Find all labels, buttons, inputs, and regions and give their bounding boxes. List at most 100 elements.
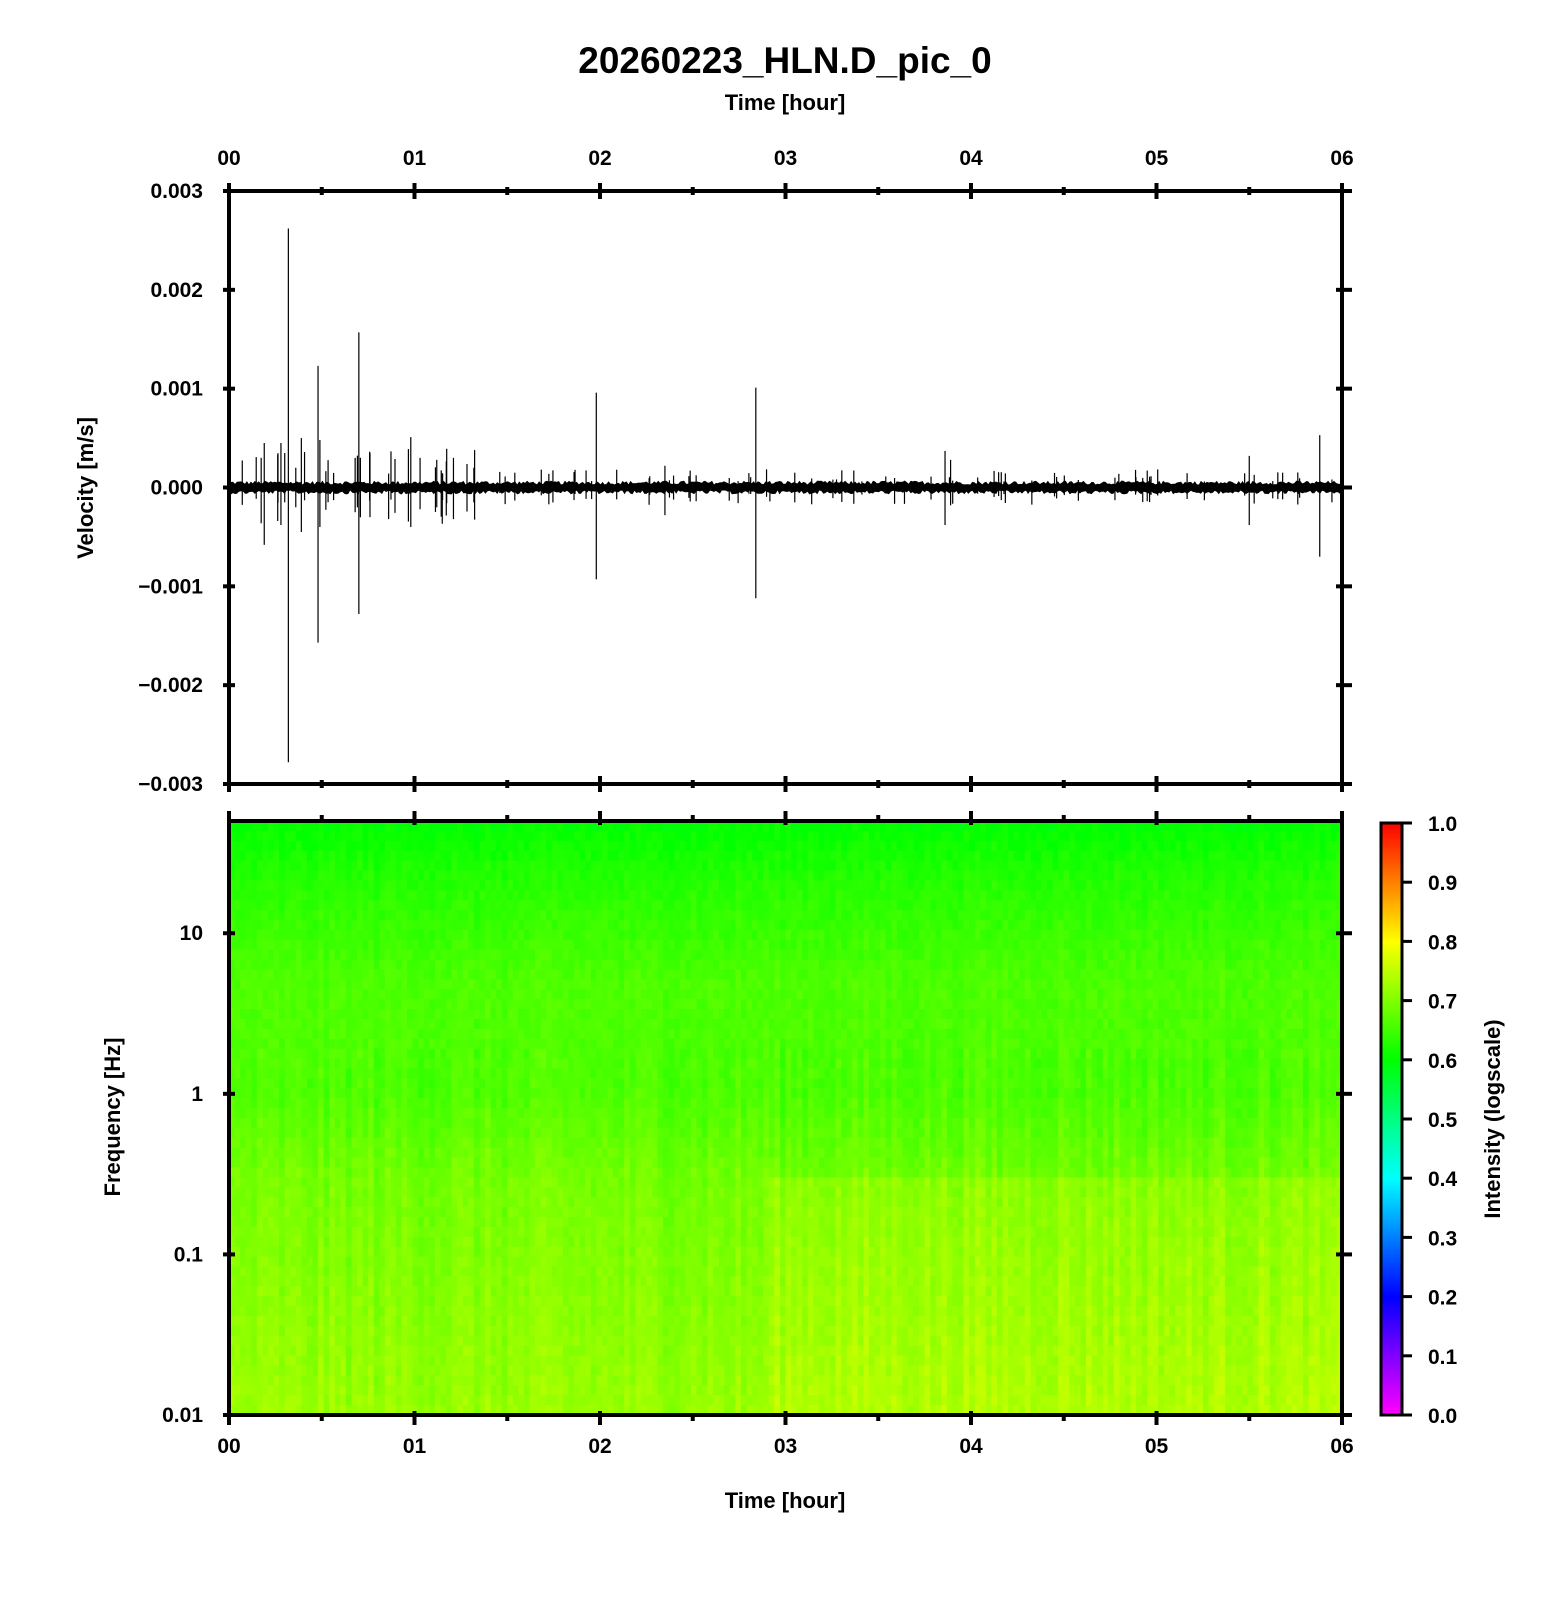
spectrogram-cell (267, 979, 275, 990)
spectrogram-cell (752, 920, 759, 931)
spectrogram-cell (1074, 949, 1082, 961)
spectrogram-cell (779, 1038, 787, 1050)
spectrogram-cell (1247, 1048, 1254, 1060)
spectrogram-cell (791, 840, 798, 852)
spectrogram-cell (746, 860, 753, 872)
spectrogram-cell (240, 1009, 247, 1020)
spectrogram-cell (229, 1019, 236, 1030)
spectrogram-cell (368, 920, 375, 931)
spectrogram-cell (1291, 890, 1299, 901)
spectrogram-cell (284, 939, 291, 951)
spectrogram-cell (301, 929, 308, 941)
spectrogram-cell (279, 821, 286, 832)
spectrogram-cell (379, 910, 386, 921)
spectrogram-cell (546, 1019, 553, 1030)
spectrogram-cell (523, 821, 531, 832)
spectrogram-cell (1108, 989, 1115, 1000)
spectrogram-cell (1091, 900, 1098, 911)
spectrogram-cell (807, 910, 814, 921)
spectrogram-cell (1058, 939, 1065, 951)
spectrogram-cell (462, 900, 469, 911)
spectrogram-cell (674, 999, 681, 1010)
spectrogram-cell (958, 910, 965, 921)
spectrogram-cell (1158, 830, 1165, 842)
spectrogram-cell (1325, 880, 1332, 891)
spectrogram-cell (919, 860, 926, 872)
spectrogram-cell (774, 1028, 781, 1040)
spectrogram-cell (1264, 949, 1271, 961)
spectrogram-cell (1152, 890, 1159, 901)
spectrogram-cell (746, 989, 753, 1000)
spectrogram-cell (1325, 1048, 1332, 1060)
spectrogram-cell (1208, 989, 1215, 1000)
spectrogram-cell (980, 840, 987, 852)
spectrogram-cell (1091, 969, 1098, 980)
spectrogram-cell (451, 840, 458, 852)
spectrogram-cell (351, 890, 358, 901)
spectrogram-cell (696, 910, 703, 921)
spectrogram-cell (1147, 929, 1154, 941)
spectrogram-cell (824, 910, 831, 921)
spectrogram-cell (384, 939, 391, 951)
spectrogram-cell (329, 860, 336, 872)
spectrogram-cell (351, 989, 358, 1000)
spectrogram-cell (1241, 880, 1248, 891)
spectrogram-cell (1097, 880, 1104, 891)
spectrogram-cell (1086, 979, 1093, 990)
spectrogram-cell (958, 929, 965, 941)
spectrogram-cell (690, 989, 698, 1000)
spectrogram-cell (1264, 910, 1271, 921)
spectrogram-cell (407, 860, 414, 872)
spectrogram-cell (1097, 939, 1104, 951)
spectrogram-cell (802, 830, 809, 842)
spectrogram-cell (384, 900, 391, 911)
spectrogram-cell (579, 979, 586, 990)
spectrogram-cell (390, 900, 397, 911)
spectrogram-cell (713, 929, 720, 941)
spectrogram-cell (690, 969, 698, 980)
spectrogram-cell (674, 830, 681, 842)
spectrogram-cell (457, 969, 464, 980)
spectrogram-cell (357, 939, 364, 951)
spectrogram-cell (384, 821, 391, 832)
spectrogram-cell (446, 870, 453, 881)
spectrogram-cell (835, 959, 842, 971)
spectrogram-cell (807, 1048, 814, 1060)
spectrogram-cell (440, 860, 447, 872)
spectrogram-cell (690, 1048, 698, 1060)
spectrogram-cell (484, 959, 492, 971)
spectrogram-cell (273, 999, 280, 1010)
spectrogram-cell (1119, 910, 1126, 921)
spectrogram-cell (729, 1009, 737, 1020)
spectrogram-cell (991, 900, 998, 911)
spectrogram-cell (930, 979, 937, 990)
spectrogram-cell (1169, 979, 1176, 990)
spectrogram-cell (501, 1019, 508, 1030)
spectrogram-cell (902, 979, 909, 990)
spectrogram-cell (1102, 989, 1109, 1000)
spectrogram-cell (1097, 900, 1104, 911)
spectrogram-cell (690, 979, 698, 990)
spectrogram-cell (234, 830, 241, 842)
spectrogram-cell (1252, 1038, 1260, 1050)
spectrogram-cell (1152, 840, 1159, 852)
spectrogram-cell (935, 1028, 942, 1040)
spectrogram-cell (763, 850, 770, 862)
spectrogram-cell (1091, 949, 1098, 961)
spectrogram-cell (523, 1009, 531, 1020)
spectrogram-cell (1119, 1009, 1126, 1020)
spectrogram-cell (1330, 1019, 1338, 1030)
spectrogram-cell (496, 890, 503, 901)
spectrogram-cell (229, 1048, 236, 1060)
spectrogram-cell (1124, 830, 1132, 842)
spectrogram-cell (991, 1019, 998, 1030)
spectrogram-cell (518, 890, 525, 901)
spectrogram-cell (1119, 830, 1126, 842)
spectrogram-cell (657, 880, 664, 891)
spectrogram-cell (740, 979, 748, 990)
spectrogram-cell (345, 969, 353, 980)
spectrogram-cell (1069, 840, 1076, 852)
spectrogram-cell (1291, 989, 1299, 1000)
spectrogram-cell (868, 860, 876, 872)
spectrogram-cell (1314, 939, 1321, 951)
